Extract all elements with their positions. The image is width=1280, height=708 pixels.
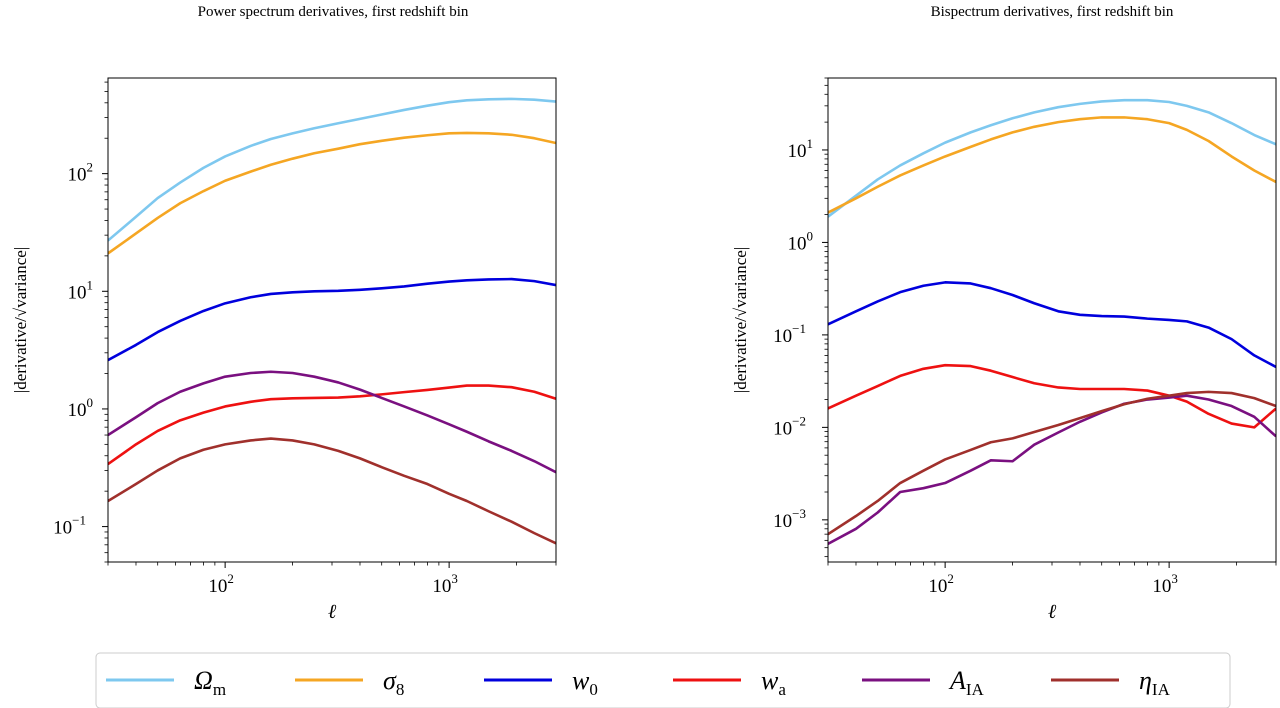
series-line-3: [828, 363, 1276, 429]
series-line-2: [828, 281, 1276, 369]
series-line-4: [108, 370, 556, 474]
legend-entry: ηIA: [1139, 666, 1171, 699]
y-tick-label: 10−1: [53, 513, 86, 539]
x-tick-label: 102: [208, 571, 234, 597]
x-tick-label: 102: [928, 571, 954, 597]
y-tick-label: 102: [68, 160, 94, 186]
panel-title: Power spectrum derivatives, first redshi…: [198, 4, 469, 20]
axes-frame: [827, 77, 1277, 563]
legend-entry: w0: [572, 666, 598, 699]
x-axis-label: ℓ: [328, 601, 337, 623]
series-line-4: [828, 394, 1276, 545]
legend-entry: σ8: [383, 666, 404, 699]
legend-entry: Ωm: [194, 666, 226, 699]
y-tick-label: 10−2: [773, 413, 806, 439]
series-line-1: [828, 116, 1276, 214]
x-tick-label: 103: [1152, 571, 1178, 597]
power-spectrum-panel: Power spectrum derivatives, first redshi…: [11, 4, 557, 623]
x-tick-label: 103: [432, 571, 458, 597]
y-tick-label: 10−3: [773, 506, 806, 532]
y-axis-label: |derivative/√variance|: [11, 247, 30, 393]
legend-entry: AIA: [948, 666, 985, 699]
x-axis-label: ℓ: [1048, 601, 1057, 623]
y-tick-label: 10−1: [773, 321, 806, 347]
legend-box: [95, 652, 1231, 708]
series-line-0: [828, 98, 1276, 218]
series-line-5: [828, 390, 1276, 536]
series-line-5: [108, 437, 556, 545]
y-axis-label: |derivative/√variance|: [731, 247, 750, 393]
series-line-3: [108, 384, 556, 466]
legend: Ωm σ8 w0 wa AIA ηIA: [95, 652, 1231, 708]
legend-entry: wa: [761, 666, 786, 699]
series-line-0: [108, 97, 556, 242]
series-line-1: [108, 131, 556, 255]
bispectrum-panel: Bispectrum derivatives, first redshift b…: [731, 4, 1277, 623]
y-tick-label: 101: [788, 136, 814, 162]
y-tick-label: 100: [788, 228, 814, 254]
series-line-2: [108, 277, 556, 362]
panel-title: Bispectrum derivatives, first redshift b…: [931, 4, 1174, 20]
y-tick-label: 101: [68, 277, 94, 303]
y-tick-label: 100: [68, 395, 94, 421]
